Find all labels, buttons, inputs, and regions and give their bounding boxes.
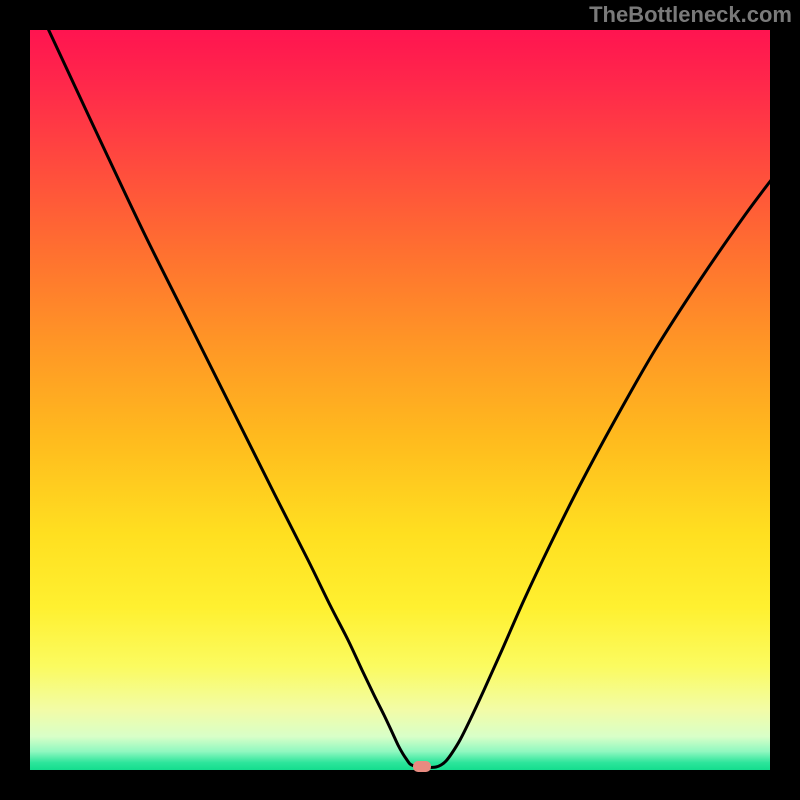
bottleneck-curve-path [30, 0, 775, 768]
optimal-point-marker [413, 761, 431, 772]
bottleneck-curve-svg [0, 0, 800, 800]
